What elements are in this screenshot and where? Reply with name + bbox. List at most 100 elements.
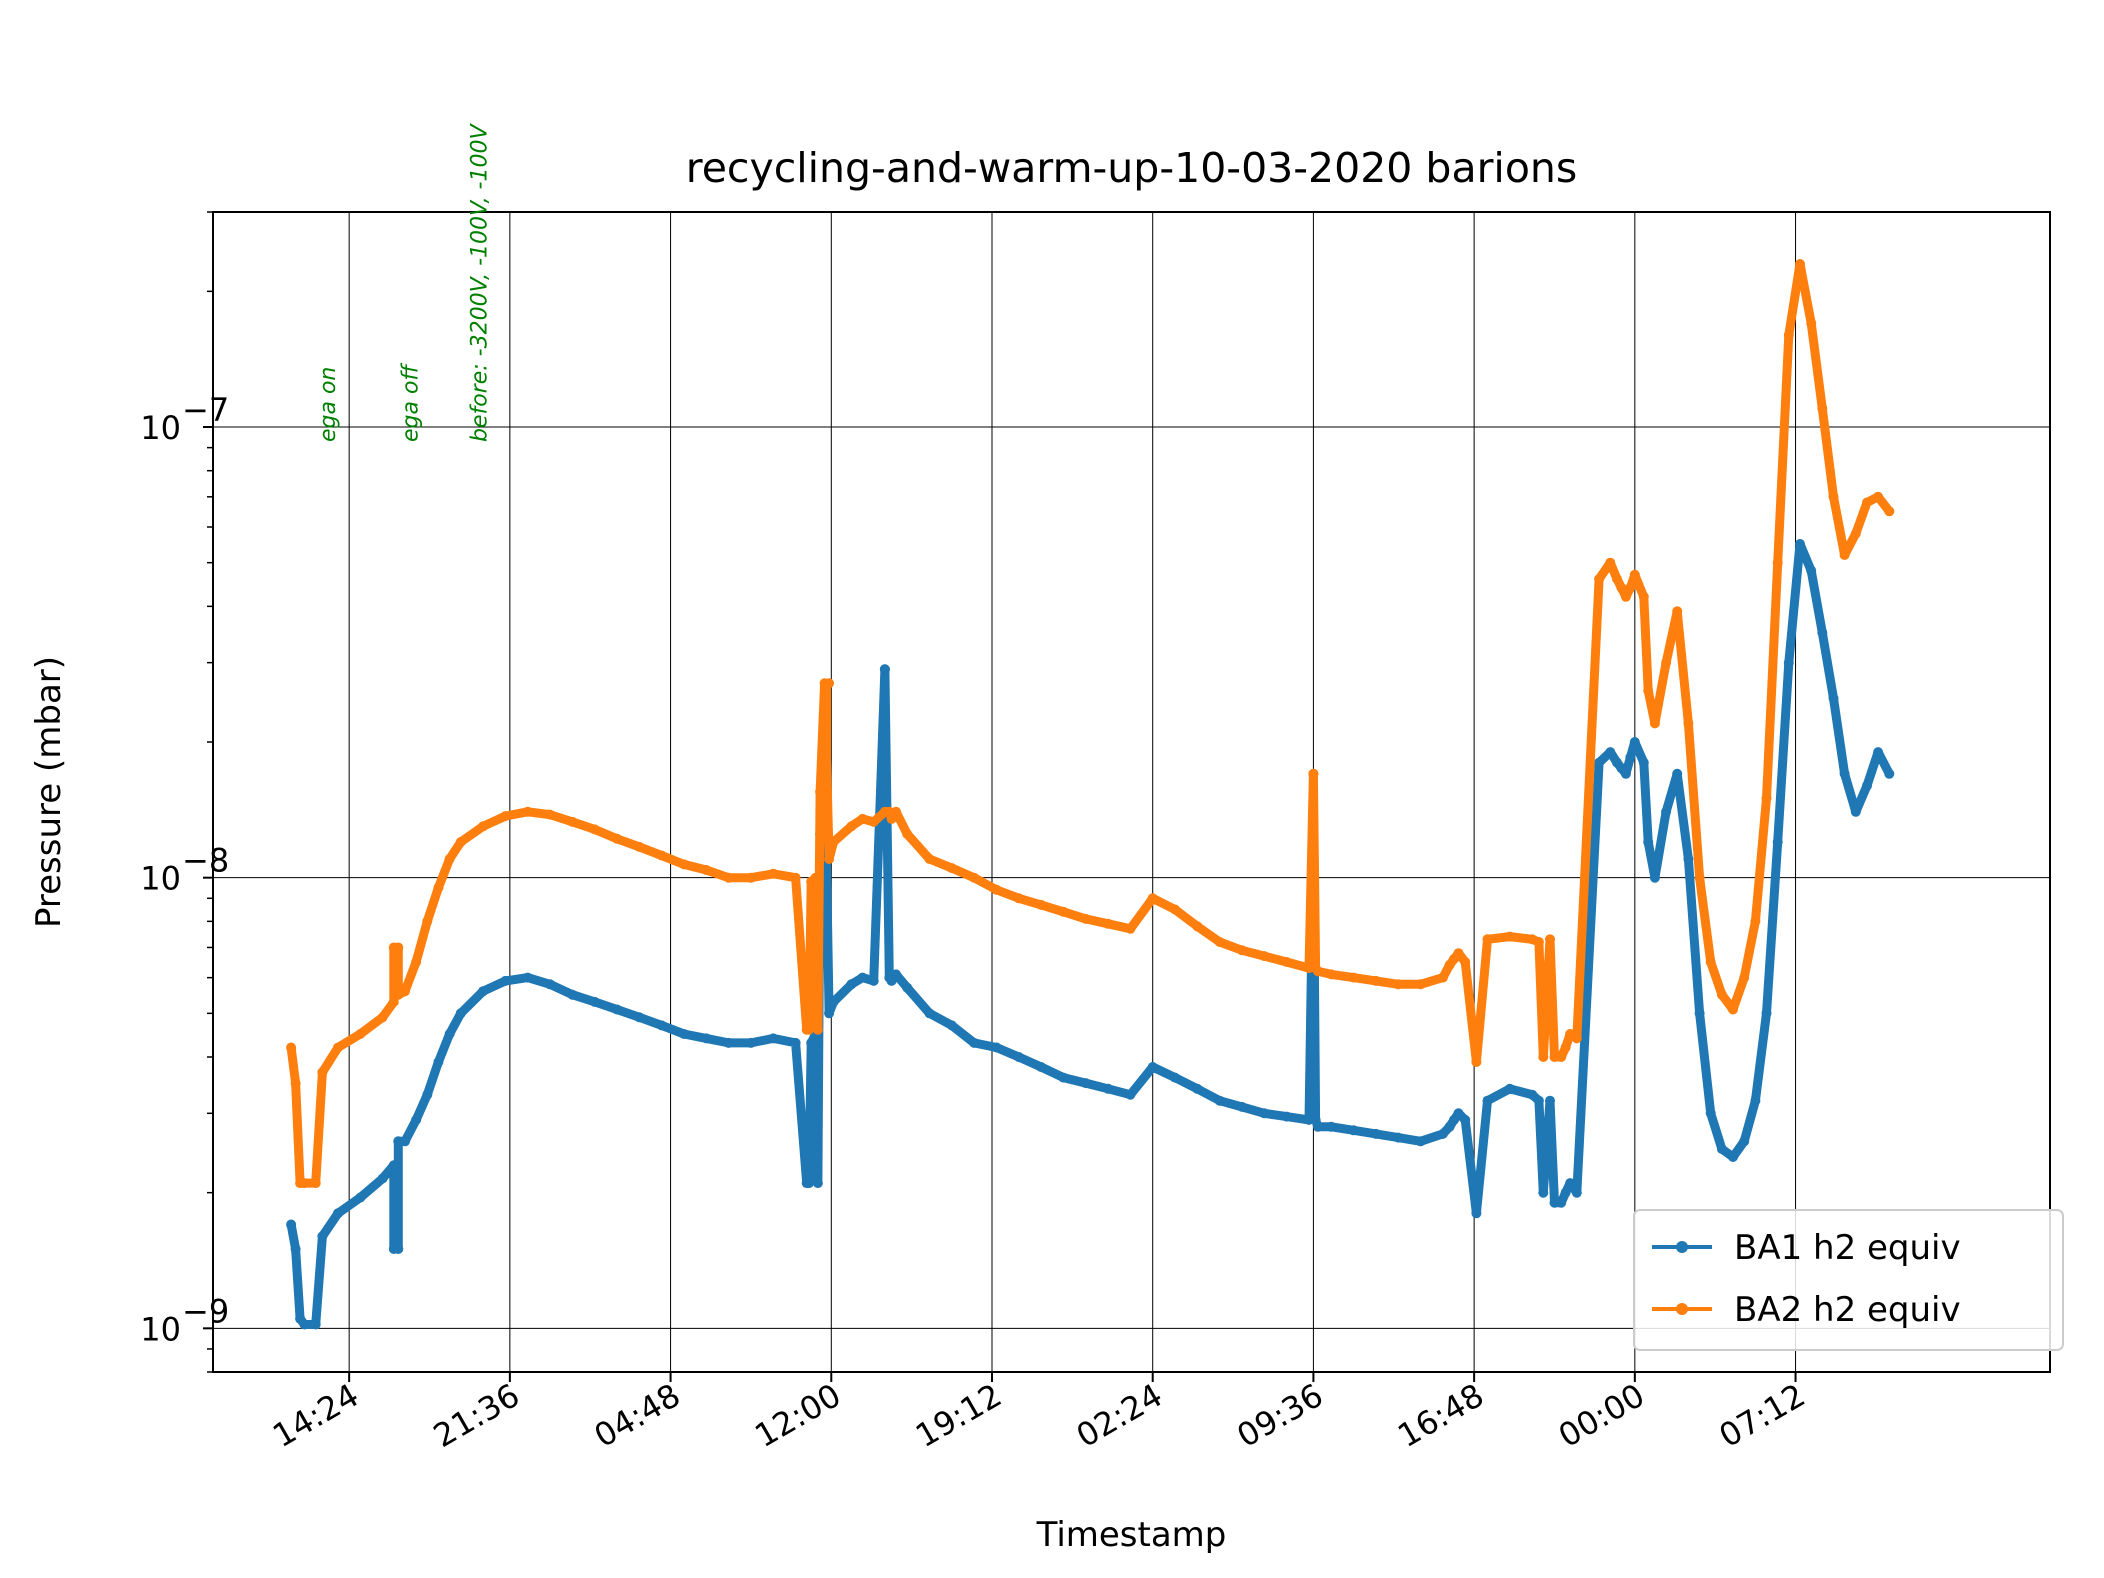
data-point (1839, 550, 1850, 560)
data-point (828, 996, 839, 1007)
data-point (969, 872, 980, 883)
y-tick-label: 10 (140, 860, 181, 898)
legend-label: BA1 h2 equiv (1734, 1228, 1961, 1268)
data-point (1533, 937, 1544, 947)
data-point (1036, 1062, 1047, 1072)
data-point (1370, 975, 1381, 986)
data-point (1629, 569, 1640, 580)
data-point (1839, 768, 1850, 779)
data-point (1080, 913, 1091, 924)
data-point (679, 1029, 689, 1039)
data-point (1259, 951, 1270, 962)
data-point (846, 821, 857, 832)
chart-title: recycling-and-warm-up-10-03-2020 barions (686, 144, 1578, 192)
data-point (1643, 837, 1654, 847)
data-point (589, 996, 600, 1007)
data-point (290, 1244, 301, 1254)
data-point (745, 1037, 756, 1048)
data-point (701, 865, 712, 875)
data-point (333, 1042, 343, 1053)
data-point (1571, 1033, 1582, 1044)
data-point (1393, 979, 1404, 990)
data-point (299, 1319, 310, 1330)
data-point (1873, 747, 1884, 758)
data-point (1192, 921, 1203, 932)
data-point (1616, 582, 1627, 593)
data-point (1571, 1187, 1582, 1198)
data-point (500, 975, 511, 986)
data-point (1649, 718, 1660, 729)
data-point (1527, 1089, 1538, 1100)
data-point (1036, 899, 1047, 910)
data-point (1761, 793, 1772, 804)
data-point (1348, 1125, 1359, 1136)
data-point (1482, 934, 1493, 945)
data-point (1672, 606, 1683, 617)
data-point (355, 1192, 366, 1203)
data-point (1620, 591, 1631, 602)
data-point (377, 1173, 388, 1184)
data-point (1281, 1111, 1292, 1122)
data-point (388, 996, 399, 1007)
data-point (846, 979, 857, 990)
data-point (790, 872, 801, 883)
data-point (1080, 1078, 1091, 1089)
data-point (612, 833, 622, 844)
data-point (1620, 768, 1631, 779)
data-point (891, 806, 901, 817)
data-point (1437, 972, 1448, 983)
data-point (388, 1160, 399, 1171)
data-point (1170, 1072, 1180, 1083)
data-point (1103, 1083, 1114, 1094)
data-point (857, 813, 868, 824)
data-point (317, 1231, 328, 1242)
annotations: ega on ega off before: -3200V, -100V, -100… (316, 123, 493, 443)
data-point (1739, 1136, 1750, 1147)
y-tick-exponent: −8 (182, 842, 229, 880)
data-point (393, 1244, 404, 1254)
data-point (1437, 1128, 1448, 1139)
data-point (400, 986, 410, 997)
data-point (1828, 491, 1839, 502)
data-point (656, 1020, 667, 1031)
data-point (924, 854, 935, 864)
data-point (1728, 1152, 1738, 1162)
data-point (310, 1319, 321, 1330)
data-point (1058, 906, 1069, 917)
data-point (393, 942, 404, 953)
data-point (824, 1008, 835, 1019)
data-point (411, 1114, 422, 1125)
data-point (1817, 627, 1828, 638)
data-point (991, 1042, 1002, 1053)
legend-swatch-marker (1676, 1303, 1688, 1315)
data-point (1761, 1008, 1772, 1019)
data-point (1460, 1114, 1471, 1125)
data-point (589, 824, 600, 835)
data-point (411, 957, 422, 967)
data-point (723, 1037, 734, 1048)
legend-swatch-marker (1676, 1241, 1688, 1253)
data-point (768, 1033, 779, 1044)
data-point (567, 816, 578, 827)
data-point (1556, 1052, 1567, 1062)
data-point (1884, 768, 1895, 779)
data-point (745, 872, 756, 883)
data-point (768, 868, 779, 879)
data-point (1312, 1121, 1323, 1132)
data-point (1538, 1187, 1549, 1198)
data-point (1705, 957, 1716, 967)
y-tick-label: 10 (140, 409, 181, 447)
data-point (1533, 1095, 1544, 1106)
data-point (455, 837, 466, 847)
data-point (1312, 966, 1323, 977)
data-point (1683, 854, 1694, 864)
data-point (1556, 1197, 1567, 1208)
data-point (1649, 872, 1660, 883)
data-point (815, 786, 826, 797)
series-layer (286, 259, 1895, 1330)
data-point (1638, 757, 1649, 768)
data-point (1565, 1178, 1576, 1189)
data-point (946, 1020, 957, 1031)
